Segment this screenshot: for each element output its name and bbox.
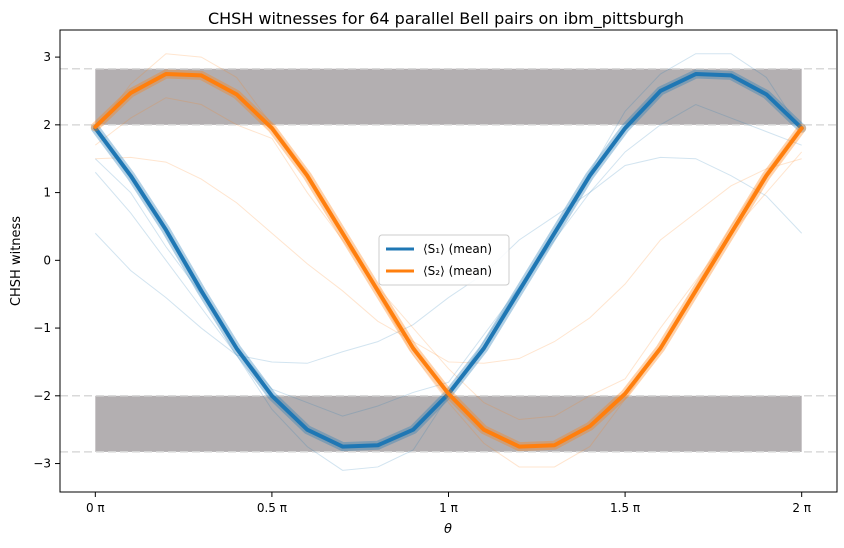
x-tick-label: 1 π: [439, 501, 458, 515]
x-tick-label: 1.5 π: [610, 501, 640, 515]
y-tick-label: 1: [43, 186, 51, 200]
faint-series-line-4: [95, 156, 802, 364]
y-axis: −3 −2 −1 0 1 2 3: [33, 50, 60, 471]
x-tick-label: 0.5 π: [257, 501, 287, 515]
x-tick-label: 0 π: [86, 501, 105, 515]
y-tick-label: 2: [43, 118, 51, 132]
legend-label-s2: ⟨S₂⟩ (mean): [423, 264, 492, 278]
y-tick-label: −2: [33, 389, 51, 403]
faint-series-line-6: [95, 97, 803, 421]
chart-title: CHSH witnesses for 64 parallel Bell pair…: [208, 9, 684, 29]
y-tick-label: −1: [33, 321, 51, 335]
y-tick-label: 0: [43, 253, 51, 267]
legend: ⟨S₁⟩ (mean) ⟨S₂⟩ (mean): [378, 234, 510, 286]
legend-label-s1: ⟨S₁⟩ (mean): [423, 242, 492, 256]
y-tick-label: −3: [33, 457, 51, 471]
x-tick-label: 2 π: [792, 501, 811, 515]
x-axis-label: θ: [444, 522, 452, 537]
y-tick-label: 3: [43, 50, 51, 64]
series-line-s2: [93, 72, 804, 449]
shaded-region-2: [95, 395, 802, 452]
x-axis: 0 π 0.5 π 1 π 1.5 π 2 π: [86, 492, 811, 515]
y-axis-label: CHSH witness: [9, 216, 24, 306]
faint-series-line-1: [94, 156, 803, 364]
plot-area: [59, 29, 838, 493]
